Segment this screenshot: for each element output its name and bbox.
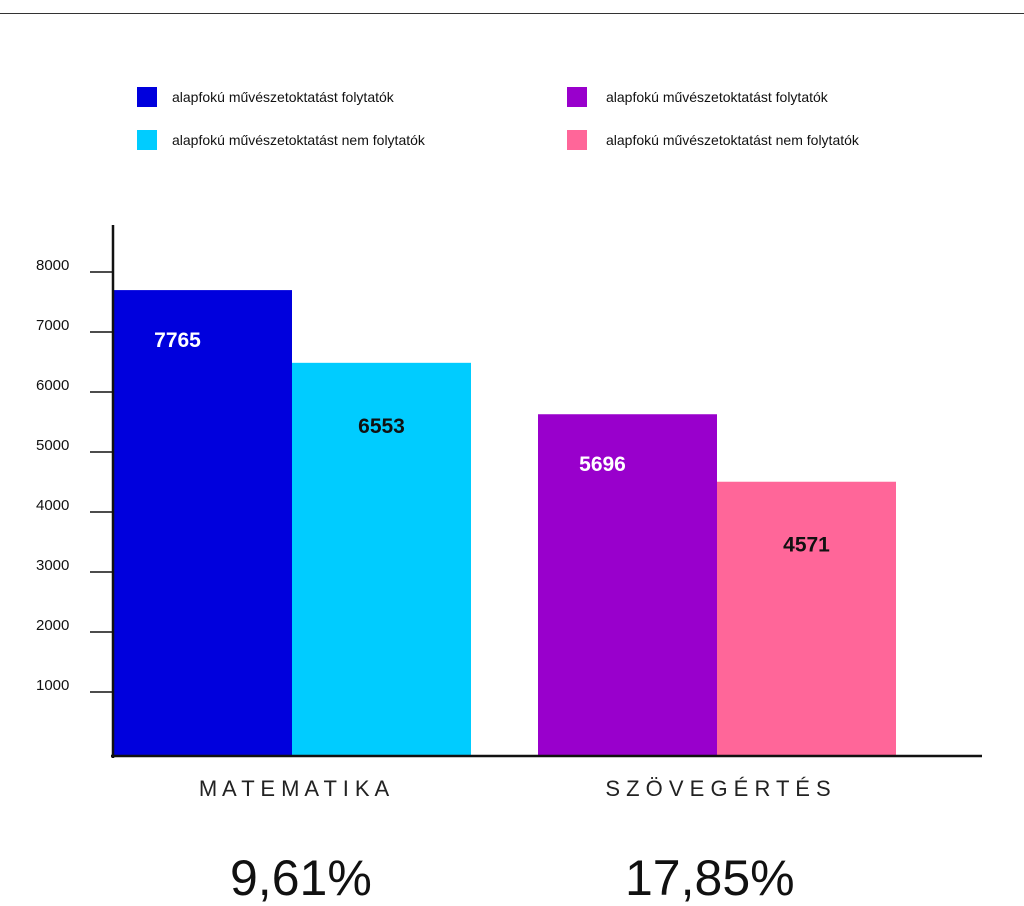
bars-layer [113, 290, 896, 756]
legend-swatch-math-not-continuing [137, 130, 157, 150]
top-divider [0, 13, 1024, 14]
legend-label-math-not-continuing: alapfokú művészetoktatást nem folytatók [172, 132, 425, 148]
y-tick-label-6000: 6000 [36, 377, 69, 394]
bar-value-label-1-1: 4571 [783, 534, 830, 557]
y-tick-label-2000: 2000 [36, 617, 69, 634]
y-tick-label-5000: 5000 [36, 437, 69, 454]
legend-label-reading-not-continuing: alapfokú művészetoktatást nem folytatók [606, 132, 859, 148]
bar-value-label-0-0: 7765 [154, 329, 201, 352]
category-label-math: M A T E M A T I K A [199, 776, 390, 801]
bar-0-1 [292, 362, 471, 756]
legend-swatch-reading-not-continuing [567, 130, 587, 150]
y-axis-ticks: 1000 2000 3000 4000 5000 6000 7000 8000 [36, 257, 113, 694]
bar-value-label-1-0: 5696 [579, 453, 626, 476]
legend-label-reading-continuing: alapfokú művészetoktatást folytatók [606, 89, 828, 105]
bar-1-0 [538, 414, 717, 756]
bar-chart: 1000 2000 3000 4000 5000 6000 7000 8000 7765 655… [36, 225, 982, 801]
bar-1-1 [717, 481, 896, 756]
share-label-reading: 17,85% [625, 850, 795, 906]
category-label-reading: S Z Ö V E G É R T É S [605, 776, 830, 801]
y-tick-label-1000: 1000 [36, 677, 69, 694]
bar-value-label-0-1: 6553 [358, 415, 405, 438]
y-tick-label-3000: 3000 [36, 557, 69, 574]
y-tick-label-4000: 4000 [36, 497, 69, 514]
legend-swatch-reading-continuing [567, 87, 587, 107]
legend-label-math-continuing: alapfokú művészetoktatást folytatók [172, 89, 394, 105]
share-label-math: 9,61% [230, 850, 372, 906]
bar-0-0 [113, 290, 292, 756]
y-tick-label-7000: 7000 [36, 317, 69, 334]
y-tick-label-8000: 8000 [36, 257, 69, 274]
legend-swatch-math-continuing [137, 87, 157, 107]
bar-value-labels: 7765 6553 5696 4571 [154, 329, 830, 557]
